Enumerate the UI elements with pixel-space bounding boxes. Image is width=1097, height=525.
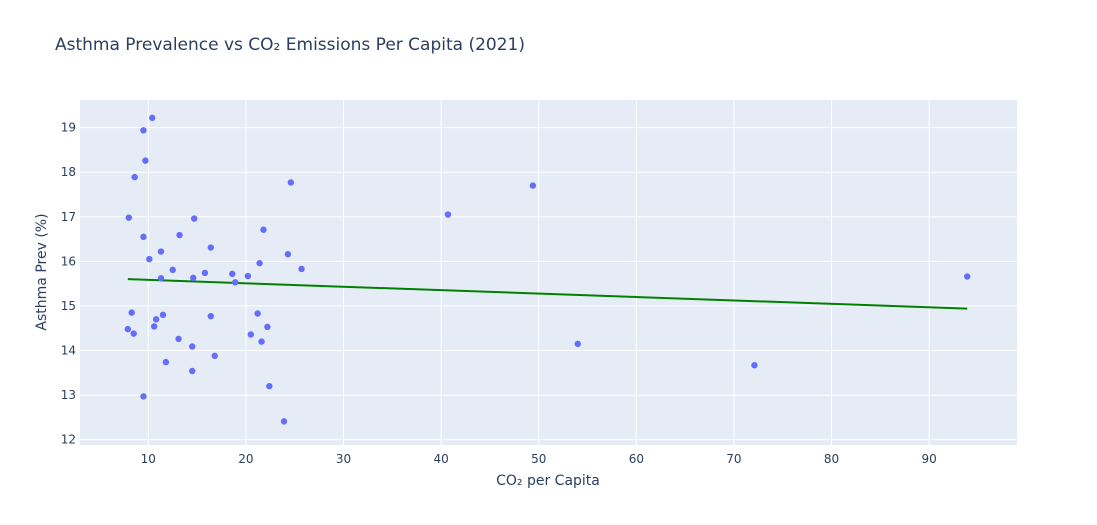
scatter-point[interactable] <box>260 226 267 233</box>
scatter-point[interactable] <box>157 248 165 255</box>
x-tick-label: 90 <box>922 452 937 466</box>
scatter-point[interactable] <box>258 338 265 345</box>
y-tick-label: 17 <box>61 210 76 224</box>
y-tick-label: 18 <box>61 165 76 179</box>
scatter-point[interactable] <box>266 382 273 390</box>
scatter-point[interactable] <box>152 316 160 323</box>
scatter-point[interactable] <box>244 272 252 280</box>
gridlines <box>80 100 1017 445</box>
x-tick-label: 30 <box>336 452 351 466</box>
scatter-point[interactable] <box>142 157 149 164</box>
scatter-point[interactable] <box>146 255 153 263</box>
scatter-point[interactable] <box>162 358 170 366</box>
data-points <box>124 114 971 425</box>
scatter-point[interactable] <box>125 214 133 221</box>
y-tick-label: 13 <box>61 388 76 402</box>
plot-area[interactable] <box>80 100 1017 445</box>
scatter-point[interactable] <box>128 309 135 316</box>
trendline[interactable] <box>127 278 968 310</box>
x-tick-label: 20 <box>238 452 253 466</box>
scatter-point[interactable] <box>150 323 158 330</box>
scatter-point[interactable] <box>140 393 147 400</box>
scatter-point[interactable] <box>256 259 263 267</box>
x-tick-label: 40 <box>433 452 448 466</box>
scatter-point[interactable] <box>298 265 305 273</box>
x-tick-label: 80 <box>824 452 839 466</box>
tick-labels: 10 20 30 40 50 60 70 80 90 12 13 14 15 16 17 18 19 <box>61 121 937 466</box>
scatter-point[interactable] <box>284 251 292 258</box>
chart-title: Asthma Prevalence vs CO₂ Emissions Per C… <box>55 35 525 55</box>
scatter-point[interactable] <box>751 362 758 369</box>
scatter-point[interactable] <box>231 279 239 286</box>
x-axis-label: CO₂ per Capita <box>496 473 600 489</box>
y-tick-label: 14 <box>61 344 76 358</box>
y-axis-label: Asthma Prev (%) <box>34 213 50 330</box>
scatter-point[interactable] <box>190 274 197 282</box>
x-tick-label: 60 <box>629 452 644 466</box>
scatter-point[interactable] <box>201 269 209 277</box>
scatter-point[interactable] <box>247 331 255 338</box>
scatter-point[interactable] <box>207 312 214 320</box>
x-tick-label: 50 <box>531 452 546 466</box>
scatter-point[interactable] <box>207 244 214 251</box>
scatter-point[interactable] <box>130 330 137 337</box>
scatter-point[interactable] <box>287 179 295 186</box>
scatter-point[interactable] <box>444 211 452 218</box>
scatter-point[interactable] <box>189 343 196 350</box>
scatter-point[interactable] <box>140 127 147 134</box>
scatter-point[interactable] <box>176 231 183 239</box>
scatter-point[interactable] <box>159 311 167 319</box>
scatter-point[interactable] <box>175 335 182 343</box>
scatter-point[interactable] <box>264 323 271 331</box>
scatter-point[interactable] <box>149 114 156 122</box>
scatter-point[interactable] <box>574 340 581 348</box>
scatter-point[interactable] <box>189 367 196 375</box>
trendline-layer <box>127 278 968 310</box>
scatter-point[interactable] <box>529 182 537 189</box>
x-tick-label: 10 <box>141 452 156 466</box>
y-tick-label: 16 <box>61 254 76 268</box>
scatter-point[interactable] <box>229 270 236 278</box>
scatter-point[interactable] <box>124 325 132 333</box>
scatter-point[interactable] <box>157 275 165 282</box>
y-tick-label: 19 <box>61 121 76 135</box>
y-tick-label: 15 <box>61 299 76 313</box>
x-tick-label: 70 <box>726 452 741 466</box>
scatter-point[interactable] <box>254 310 261 317</box>
y-tick-label: 12 <box>61 433 76 447</box>
scatter-point[interactable] <box>211 352 218 360</box>
scatter-point[interactable] <box>280 418 288 425</box>
scatter-point[interactable] <box>964 273 971 280</box>
scatter-point[interactable] <box>131 173 138 181</box>
scatter-point[interactable] <box>169 266 176 274</box>
scatter-point[interactable] <box>190 215 198 222</box>
scatter-point[interactable] <box>140 233 147 241</box>
